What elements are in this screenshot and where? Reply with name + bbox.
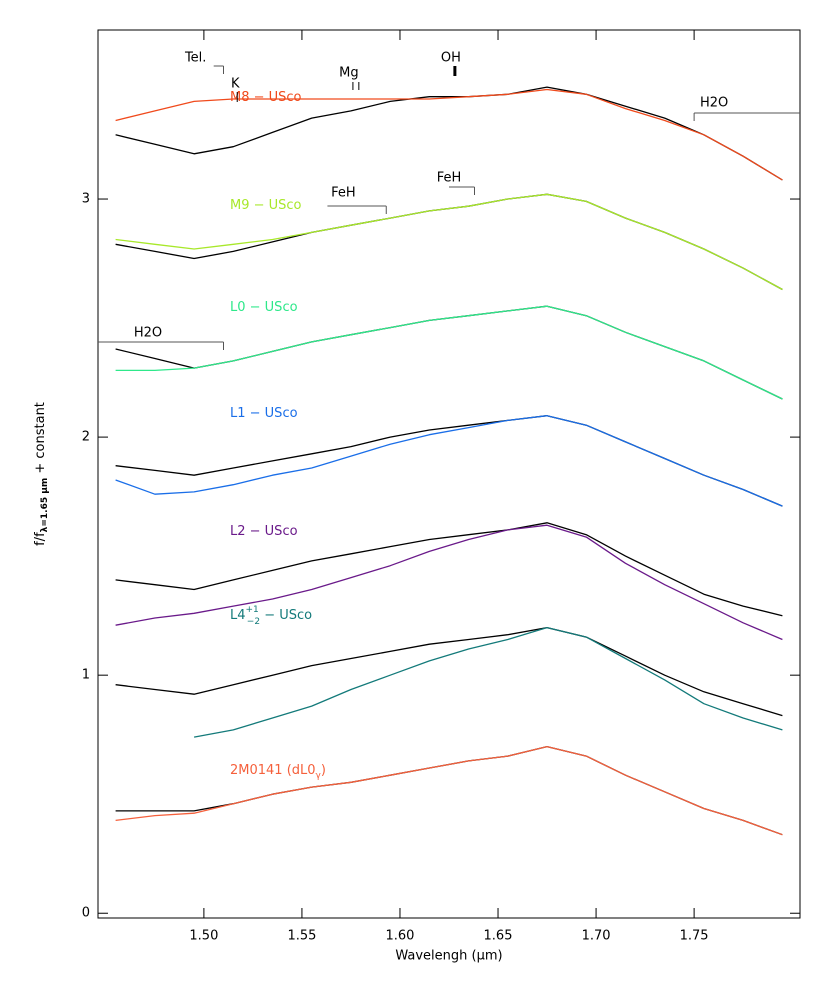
y-label-main: f/f xyxy=(33,532,48,546)
y-label-sub: λ=1.65 μm xyxy=(40,478,50,533)
x-axis-label: Wavelengh (μm) xyxy=(395,949,502,964)
annotation-label: FeH xyxy=(437,171,462,186)
x-tick-label: 1.55 xyxy=(287,929,316,944)
spectrum-line xyxy=(115,745,783,836)
annotation-label: H2O xyxy=(134,326,162,341)
x-tick-label: 1.60 xyxy=(386,929,415,944)
spectrum-line xyxy=(115,626,783,717)
series-label-end: ) xyxy=(321,763,326,778)
series-label-main: M8 − USco xyxy=(230,90,302,105)
series-label-main: L2 − USco xyxy=(230,524,298,539)
series-label-sub: −2 xyxy=(247,617,260,627)
plot-frame xyxy=(97,29,801,919)
y-label-end: + constant xyxy=(33,402,48,478)
y-tick-label: 3 xyxy=(82,192,90,207)
series-label: 2M0141 (dL0γ) xyxy=(230,763,326,781)
series-label-sup: +1 xyxy=(246,605,259,615)
series-label: L4+1 −2 − USco xyxy=(230,605,312,627)
spectrum-line xyxy=(115,88,783,181)
series-label: L2 − USco xyxy=(230,524,298,539)
series-label: L1 − USco xyxy=(230,406,298,421)
spectrum-line xyxy=(193,626,783,738)
x-tick-label: 1.50 xyxy=(189,929,218,944)
y-tick-label: 2 xyxy=(82,430,90,445)
series-label-main: 2M0141 (dL0 xyxy=(230,763,316,778)
spectrum-line xyxy=(115,193,783,291)
y-tick-label: 0 xyxy=(82,906,90,921)
series-label-main: M9 − USco xyxy=(230,198,302,213)
series-label-main: L4 xyxy=(230,608,246,623)
spectrum-line xyxy=(115,305,783,400)
annotation-label: Tel. xyxy=(184,51,206,66)
y-tick-label: 1 xyxy=(82,668,90,683)
y-axis-label: f/fλ=1.65 μm + constant xyxy=(33,402,50,546)
series-label-main: L0 − USco xyxy=(230,300,298,315)
series-label: M8 − USco xyxy=(230,90,302,105)
annotation-label: H2O xyxy=(700,96,728,111)
spectrum-line xyxy=(115,522,783,617)
x-tick-label: 1.75 xyxy=(680,929,709,944)
spectrum-line xyxy=(115,86,783,181)
series-label: L0 − USco xyxy=(230,300,298,315)
x-tick-label: 1.65 xyxy=(484,929,513,944)
series-label: M9 − USco xyxy=(230,198,302,213)
series-label-main: L1 − USco xyxy=(230,406,298,421)
annotation-label: K xyxy=(231,77,240,92)
spectrum-line xyxy=(115,415,783,507)
annotation-label: Mg xyxy=(339,66,358,81)
annotation-label: FeH xyxy=(331,186,356,201)
spectrum-line xyxy=(115,415,783,507)
x-tick-label: 1.70 xyxy=(582,929,611,944)
series-label-sub: γ xyxy=(316,771,322,781)
spectrum-line xyxy=(115,524,783,641)
annotation-label: OH xyxy=(441,51,461,66)
series-label-end: − USco xyxy=(260,608,312,623)
spectrum-line xyxy=(115,745,783,836)
